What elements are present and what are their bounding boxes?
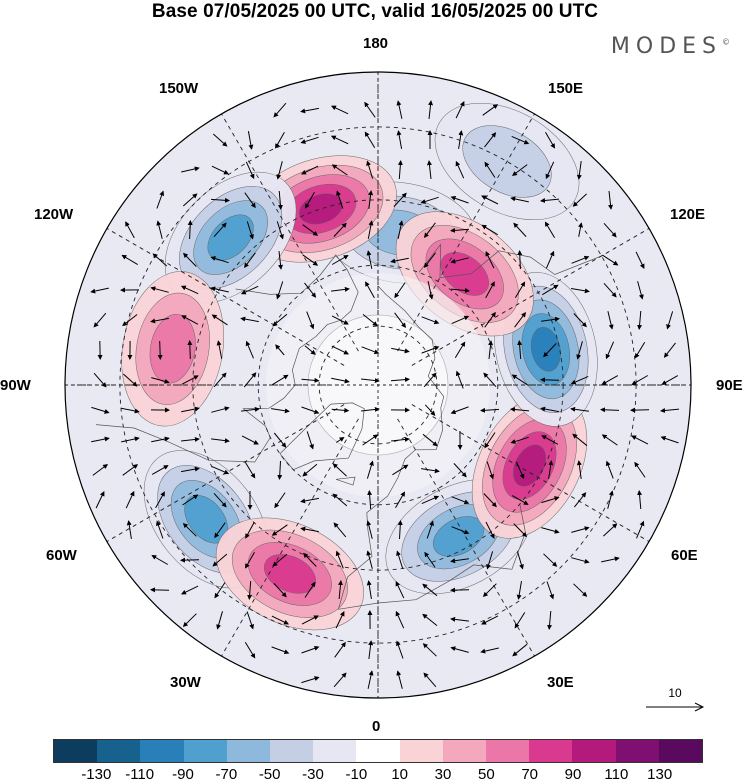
colorbar-swatch <box>659 740 702 762</box>
colorbar-tick-label: 90 <box>565 766 582 783</box>
colorbar-tick-label: 130 <box>647 766 672 783</box>
colorbar-swatch <box>270 740 313 762</box>
colorbar-swatch <box>443 740 486 762</box>
label-120w: 120W <box>34 206 73 223</box>
colorbar-tick-label: -110 <box>125 766 154 783</box>
colorbar-tick-label: -30 <box>302 766 324 783</box>
label-30e: 30E <box>547 674 574 691</box>
colorbar-swatch <box>356 740 399 762</box>
label-60w: 60W <box>46 547 77 564</box>
colorbar-tick-label: 70 <box>521 766 538 783</box>
colorbar-swatch <box>400 740 443 762</box>
colorbar-swatch <box>184 740 227 762</box>
label-180: 180 <box>363 35 388 52</box>
wind-arrow <box>160 341 161 359</box>
colorbar-tick-label: 10 <box>391 766 408 783</box>
colorbar-swatch <box>97 740 140 762</box>
colorbar-tick-label: 50 <box>478 766 495 783</box>
wind-arrow <box>190 341 191 359</box>
label-150e: 150E <box>548 80 583 97</box>
colorbar-ticks: -130 -110 -90 -70 -50 -30 -10 10 30 50 70 90 110 130 <box>0 766 750 784</box>
label-30w: 30W <box>170 674 201 691</box>
label-60e: 60E <box>671 547 698 564</box>
label-150w: 150W <box>159 80 198 97</box>
wind-arrow <box>151 590 169 591</box>
label-0: 0 <box>372 718 380 735</box>
label-120e: 120E <box>670 206 705 223</box>
colorbar-tick-label: 30 <box>435 766 452 783</box>
colorbar-swatch <box>486 740 529 762</box>
colorbar-tick-label: -50 <box>259 766 281 783</box>
colorbar-tick-label: -70 <box>215 766 237 783</box>
polar-map <box>0 0 750 735</box>
colorbar-swatch <box>529 740 572 762</box>
colorbar-swatch <box>616 740 659 762</box>
colorbar-tick-label: 110 <box>604 766 628 783</box>
label-90e: 90E <box>716 377 743 394</box>
colorbar-tick-label: -90 <box>172 766 194 783</box>
wind-arrow <box>541 380 559 381</box>
colorbar-swatch <box>54 740 97 762</box>
colorbar-tick-label: -130 <box>81 766 111 783</box>
colorbar-swatch <box>140 740 183 762</box>
colorbar-swatch <box>572 740 615 762</box>
reference-vector: 10 <box>644 686 706 716</box>
colorbar-swatch <box>313 740 356 762</box>
colorbar-tick-label: -10 <box>345 766 367 783</box>
colorbar <box>53 739 703 763</box>
wind-arrow <box>181 560 199 561</box>
reference-arrow-icon <box>644 686 706 716</box>
colorbar-swatch <box>227 740 270 762</box>
label-90w: 90W <box>0 377 31 394</box>
